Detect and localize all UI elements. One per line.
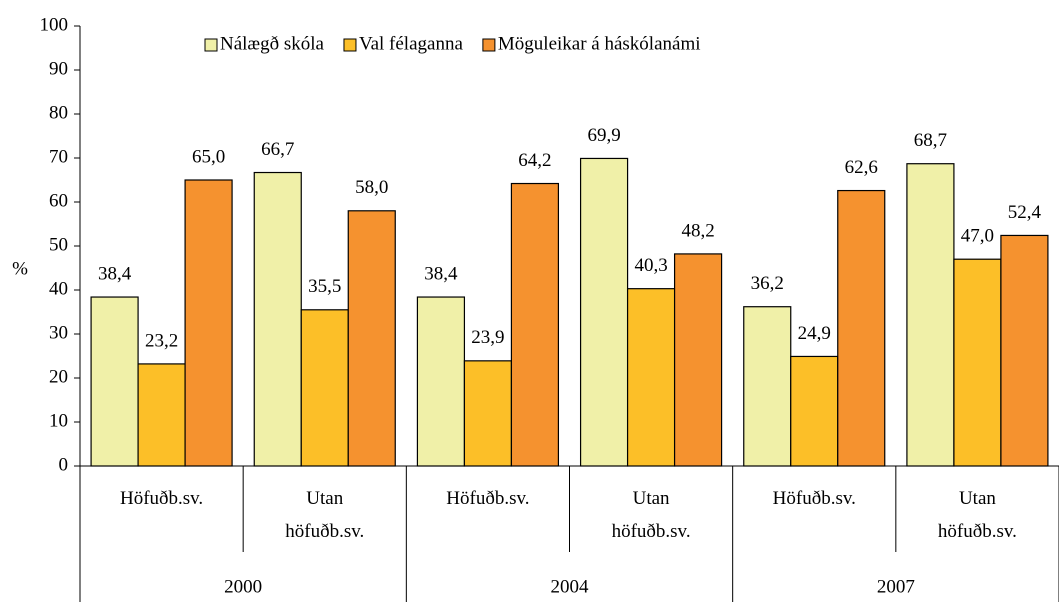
y-tick-label: 60: [49, 190, 68, 211]
value-label: 52,4: [1008, 202, 1042, 223]
bar: [626, 288, 676, 467]
y-tick-label: 70: [49, 146, 68, 167]
bar: [790, 355, 839, 467]
y-axis-label: %: [12, 258, 28, 279]
bar: [253, 171, 302, 467]
value-label: 23,2: [145, 330, 178, 351]
value-label: 65,0: [192, 146, 225, 167]
bar: [906, 163, 955, 467]
bar: [347, 210, 396, 467]
y-tick-label: 50: [49, 234, 68, 255]
value-label: 35,5: [308, 276, 341, 297]
value-label: 38,4: [98, 263, 132, 284]
group-label: 2004: [551, 576, 590, 597]
bar: [463, 360, 513, 467]
x-tick-label: Höfuðb.sv.: [773, 488, 856, 509]
value-label: 36,2: [751, 273, 784, 294]
y-tick-label: 100: [40, 14, 69, 35]
value-label: 40,3: [634, 255, 667, 276]
legend-label: Möguleikar á háskólanámi: [498, 33, 701, 54]
bar: [743, 306, 792, 467]
value-label: 47,0: [961, 226, 994, 247]
bar: [90, 296, 139, 467]
group-label: 2000: [224, 576, 262, 597]
legend-swatch: [204, 38, 218, 52]
y-tick-label: 90: [49, 58, 68, 79]
bar: [137, 363, 186, 467]
value-label: 62,6: [845, 157, 878, 178]
bar: [416, 296, 466, 467]
legend-swatch: [343, 38, 357, 52]
bar: [184, 179, 233, 467]
y-tick-label: 30: [49, 322, 68, 343]
y-tick-label: 40: [49, 278, 68, 299]
value-label: 68,7: [914, 130, 947, 151]
y-tick-label: 10: [49, 410, 68, 431]
value-label: 69,9: [587, 125, 620, 146]
bar: [1000, 234, 1049, 467]
value-label: 64,2: [518, 150, 551, 171]
x-tick-label: Utan höfuðb.sv.: [612, 488, 691, 542]
bar: [673, 253, 723, 467]
y-tick-label: 0: [59, 454, 69, 475]
y-tick-label: 20: [49, 366, 68, 387]
x-tick-label: Höfuðb.sv.: [446, 488, 529, 509]
x-tick-label: Utan höfuðb.sv.: [285, 488, 364, 542]
y-tick-label: 80: [49, 102, 68, 123]
group-label: 2007: [877, 576, 915, 597]
legend-label: Val félaganna: [359, 33, 463, 54]
bar: [300, 309, 349, 467]
value-label: 48,2: [681, 220, 714, 241]
legend-label: Nálægð skóla: [220, 33, 325, 54]
bar: [953, 258, 1002, 467]
value-label: 24,9: [798, 323, 831, 344]
bar: [510, 182, 560, 467]
bar: [837, 189, 886, 467]
x-tick-label: Höfuðb.sv.: [120, 488, 203, 509]
value-label: 66,7: [261, 139, 294, 160]
value-label: 23,9: [471, 327, 504, 348]
x-tick-label: Utan höfuðb.sv.: [938, 488, 1017, 542]
bar: [579, 157, 629, 467]
value-label: 38,4: [424, 263, 458, 284]
value-label: 58,0: [355, 177, 388, 198]
legend-swatch: [482, 38, 496, 52]
